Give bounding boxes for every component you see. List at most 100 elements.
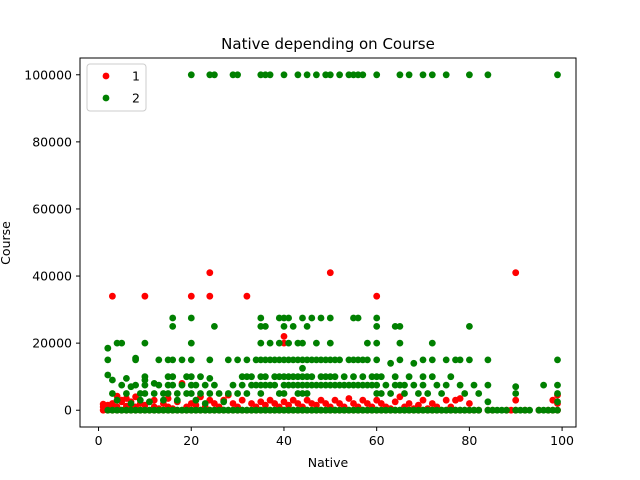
- data-point: [160, 390, 167, 397]
- data-point: [224, 406, 232, 414]
- data-point: [503, 406, 510, 414]
- data-point: [266, 71, 274, 79]
- data-point: [554, 398, 561, 406]
- data-point: [192, 381, 200, 389]
- data-point: [146, 406, 153, 414]
- data-point: [391, 323, 399, 330]
- data-point: [401, 381, 408, 389]
- data-point: [299, 314, 306, 322]
- data-point: [331, 373, 339, 381]
- data-point: [104, 356, 112, 364]
- data-point: [173, 396, 181, 404]
- data-point: [387, 359, 394, 367]
- data-point: [262, 356, 269, 364]
- data-point: [275, 373, 283, 381]
- data-point: [466, 356, 473, 364]
- data-point: [313, 339, 320, 347]
- legend-marker: [102, 72, 110, 80]
- data-point: [141, 339, 149, 347]
- x-tick-label: 80: [461, 433, 477, 448]
- data-point: [141, 381, 149, 389]
- data-point: [234, 71, 242, 79]
- data-point: [285, 314, 292, 322]
- data-point: [350, 373, 357, 381]
- data-point: [326, 339, 334, 347]
- data-point: [206, 390, 214, 397]
- data-point: [141, 292, 149, 300]
- y-tick-label: 100000: [24, 67, 72, 82]
- data-point: [211, 406, 218, 414]
- y-tick-label: 20000: [32, 336, 72, 351]
- data-point: [368, 373, 376, 381]
- data-point: [373, 323, 381, 330]
- data-point: [285, 339, 292, 347]
- data-point: [484, 398, 492, 406]
- data-point: [262, 71, 269, 79]
- data-point: [433, 381, 441, 389]
- data-point: [326, 269, 334, 277]
- y-tick-label: 60000: [32, 201, 72, 216]
- data-point: [364, 356, 371, 364]
- data-point: [197, 406, 204, 414]
- data-point: [187, 373, 195, 381]
- data-point: [257, 314, 265, 322]
- data-point: [252, 356, 260, 364]
- x-tick-label: 20: [183, 433, 199, 448]
- data-point: [299, 364, 306, 372]
- data-point: [442, 381, 450, 389]
- data-point: [354, 381, 362, 389]
- data-point: [248, 373, 255, 381]
- data-point: [484, 356, 492, 364]
- data-point: [252, 406, 260, 414]
- data-point: [359, 373, 367, 381]
- data-point: [461, 390, 469, 397]
- data-point: [243, 356, 251, 364]
- data-point: [326, 71, 334, 79]
- data-point: [169, 356, 177, 364]
- data-point: [303, 373, 311, 381]
- data-point: [197, 373, 204, 381]
- data-point: [512, 390, 520, 397]
- data-point: [262, 401, 269, 409]
- data-point: [326, 406, 334, 414]
- data-point: [498, 406, 506, 414]
- data-point: [419, 396, 427, 404]
- x-tick-label: 0: [95, 433, 103, 448]
- data-point: [419, 71, 427, 79]
- data-point: [526, 406, 533, 414]
- data-point: [123, 375, 130, 382]
- data-point: [391, 373, 399, 381]
- data-point: [396, 71, 404, 79]
- data-point: [336, 356, 343, 364]
- legend-marker: [102, 94, 110, 102]
- data-point: [160, 406, 167, 414]
- data-point: [262, 323, 269, 330]
- data-point: [447, 406, 455, 414]
- data-point: [141, 390, 149, 397]
- data-point: [554, 381, 561, 389]
- data-point: [303, 406, 311, 414]
- x-tick-label: 100: [550, 433, 574, 448]
- data-point: [224, 390, 232, 397]
- data-point: [535, 406, 543, 414]
- data-point: [160, 396, 167, 404]
- x-tick-label: 60: [369, 433, 385, 448]
- data-point: [275, 339, 283, 347]
- data-point: [211, 400, 218, 407]
- data-point: [280, 71, 288, 79]
- data-point: [364, 339, 371, 347]
- data-point: [354, 406, 362, 414]
- data-point: [424, 390, 432, 397]
- data-point: [238, 396, 246, 404]
- data-point: [303, 390, 311, 397]
- x-axis-label: Native: [308, 455, 349, 470]
- data-point: [396, 323, 404, 330]
- data-point: [127, 400, 135, 407]
- data-point: [373, 71, 381, 79]
- data-point: [243, 390, 251, 397]
- data-point: [155, 356, 163, 364]
- data-point: [238, 406, 246, 414]
- data-point: [396, 356, 404, 364]
- data-point: [183, 406, 191, 414]
- data-point: [554, 390, 561, 397]
